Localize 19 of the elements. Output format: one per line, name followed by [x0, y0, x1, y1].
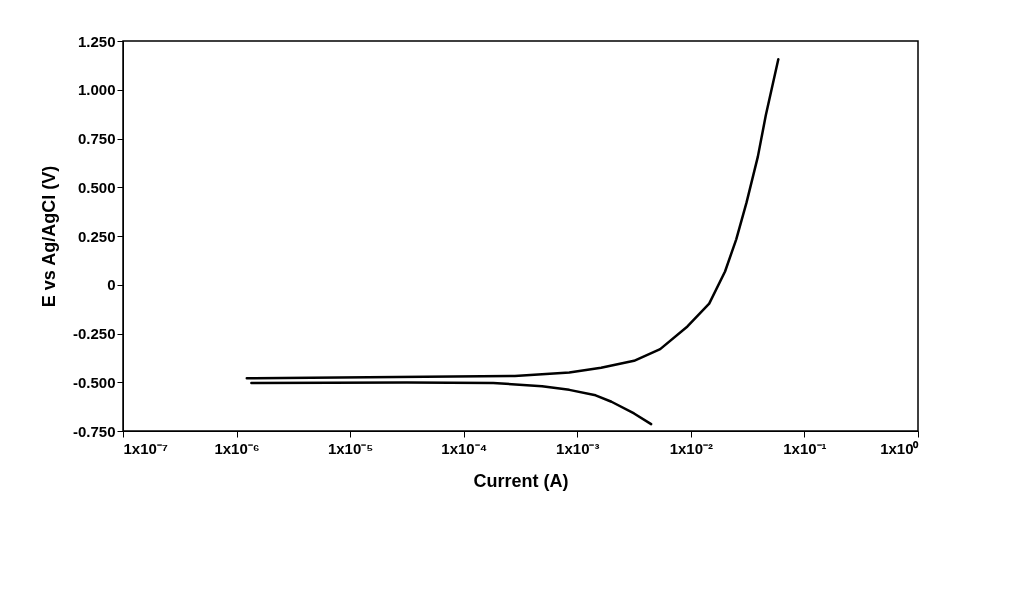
- x-axis-title: Current (A): [473, 470, 569, 491]
- y-tick-label: -0.750: [72, 422, 116, 440]
- y-tick-label: -0.250: [72, 325, 116, 342]
- y-tick-label: 0.750: [77, 130, 116, 147]
- x-tick-label: 1x10⁻²: [669, 439, 714, 457]
- x-tick-label: 1x10⁻¹: [783, 439, 827, 457]
- y-tick-label: -0.500: [72, 373, 116, 391]
- x-tick-label: 1x10⁻⁴: [441, 439, 488, 457]
- x-tick-label: 1x10⁰: [880, 439, 920, 457]
- y-tick-label: 1.250: [77, 32, 116, 50]
- y-tick-label: 0.250: [77, 227, 116, 245]
- x-tick-label: 1x10⁻³: [556, 439, 600, 457]
- x-tick-label: 1x10⁻⁶: [214, 439, 260, 457]
- y-tick-label: 0.500: [77, 178, 116, 196]
- x-tick-label: 1x10⁻⁵: [327, 439, 374, 457]
- y-tick-label: 0: [107, 276, 116, 294]
- y-tick-label: 1.000: [77, 81, 116, 99]
- y-axis-title: E vs Ag/AgCl (V): [38, 165, 59, 308]
- x-tick-label: 1x10⁻⁷: [123, 439, 169, 457]
